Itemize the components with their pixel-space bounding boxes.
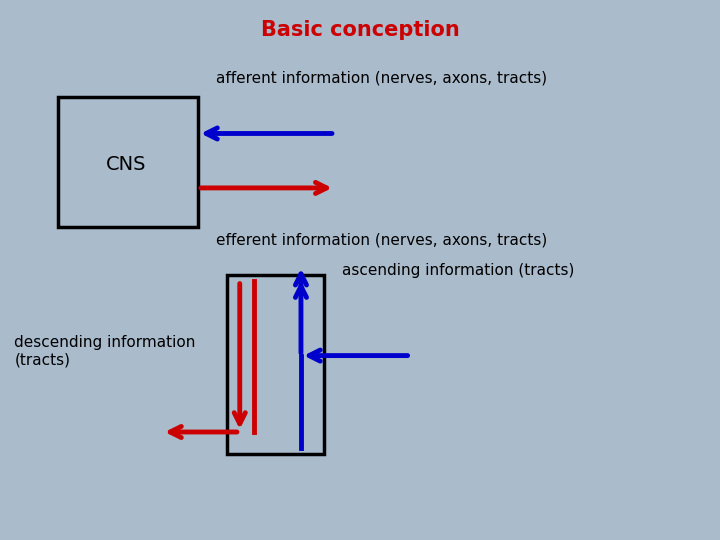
Bar — [227, 275, 324, 454]
Text: CNS: CNS — [106, 155, 146, 174]
Text: afferent information (nerves, axons, tracts): afferent information (nerves, axons, tra… — [216, 71, 547, 86]
Text: efferent information (nerves, axons, tracts): efferent information (nerves, axons, tra… — [216, 233, 547, 248]
Text: Basic conception: Basic conception — [261, 19, 459, 40]
Bar — [58, 97, 198, 227]
Text: ascending information (tracts): ascending information (tracts) — [342, 262, 575, 278]
Text: descending information
(tracts): descending information (tracts) — [14, 335, 196, 367]
